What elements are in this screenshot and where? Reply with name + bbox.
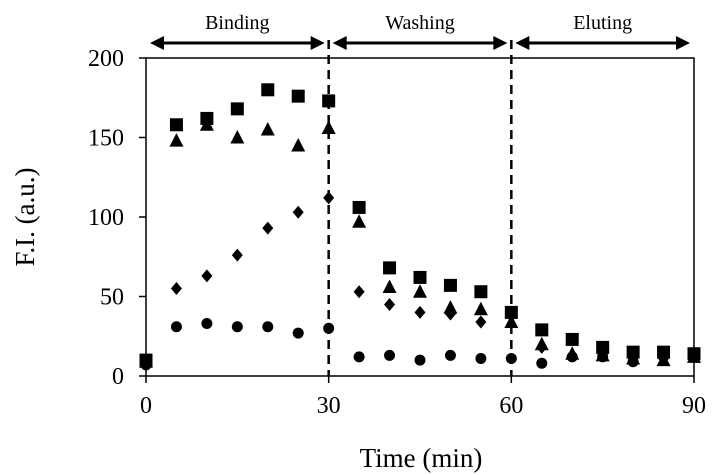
phase-arrow-head-right [676,36,690,50]
data-point-square [443,278,457,292]
data-point-circle [627,356,639,368]
data-point-triangle [352,214,367,228]
phase-binding: Binding [150,12,325,50]
series-circle [140,318,700,371]
y-tick-label: 150 [88,126,124,152]
data-point-circle [505,353,517,365]
y-tick-label: 100 [88,205,124,231]
series-square [139,83,701,367]
data-point-diamond [414,305,426,319]
x-tick-label: 90 [682,393,706,419]
data-point-square [230,102,244,116]
data-point-square [474,285,488,299]
data-point-circle [566,351,578,363]
data-point-square [413,270,427,284]
data-point-circle [292,327,304,339]
x-tick-label: 30 [317,393,341,419]
plot-area [145,57,695,377]
data-point-circle [597,351,609,363]
phase-washing: Washing [332,12,508,50]
y-tick-label: 200 [88,46,124,72]
y-axis-ticks: 0 50 100 150 200 [88,46,146,390]
phase-arrow-head-left [332,36,347,50]
data-point-triangle [473,301,488,316]
y-axis-title: F.I. (a.u.) [10,167,40,266]
data-point-diamond [170,282,182,296]
phase-label: Washing [385,12,455,34]
data-point-triangle [291,137,306,152]
data-point-square [291,89,305,103]
data-point-square [383,261,397,275]
y-tick-label: 50 [100,285,124,311]
series-triangle [139,117,701,368]
phase-label: Binding [205,12,269,34]
data-point-diamond [475,315,487,329]
data-point-triangle [321,120,336,134]
phase-arrow-head-right [310,36,325,50]
data-point-diamond [536,340,548,354]
data-point-circle [414,354,426,366]
data-point-diamond [353,285,365,299]
x-axis-title: Time (min) [360,443,483,473]
data-point-circle [231,321,243,333]
data-point-circle [353,351,365,363]
data-point-circle [140,359,152,371]
data-point-triangle [230,130,245,144]
phase-label: Eluting [573,12,632,34]
data-point-circle [384,349,396,361]
data-point-triangle [443,300,458,314]
phase-dividers [327,40,513,376]
x-axis-ticks: 0 30 60 90 [140,376,706,419]
phase-arrow-head-left [150,36,164,50]
data-point-circle [658,351,670,363]
data-point-circle [201,318,213,330]
data-point-circle [688,351,700,363]
data-point-square [352,200,366,214]
data-point-triangle [260,122,275,136]
data-point-circle [444,349,456,361]
data-point-diamond [231,248,243,262]
x-tick-label: 0 [140,393,152,419]
data-point-diamond [505,309,517,323]
data-point-diamond [201,269,213,283]
data-point-square [261,83,275,97]
data-point-diamond [384,297,396,311]
data-point-circle [475,353,487,365]
data-point-square [565,332,579,346]
phase-annotations: Binding Washing Eluting [150,12,690,50]
data-point-circle [262,321,274,333]
data-point-square [322,94,336,108]
data-point-circle [536,357,548,369]
x-tick-label: 60 [499,393,523,419]
data-point-square [535,323,549,337]
data-point-triangle [169,133,184,147]
data-point-circle [170,321,182,333]
data-point-triangle [199,117,214,131]
data-point-diamond [292,205,304,219]
data-points [139,83,701,371]
data-point-diamond [262,221,274,235]
data-point-diamond [323,191,335,205]
y-tick-label: 0 [112,364,124,390]
data-point-diamond [444,307,456,321]
plot-border [145,57,695,377]
phase-eluting: Eluting [515,12,690,50]
data-point-triangle [413,284,427,298]
data-point-square [169,118,183,132]
data-point-triangle [382,279,397,293]
phase-arrow-head-left [515,36,530,50]
data-point-circle [323,322,335,334]
phase-arrow-head-right [493,36,508,50]
